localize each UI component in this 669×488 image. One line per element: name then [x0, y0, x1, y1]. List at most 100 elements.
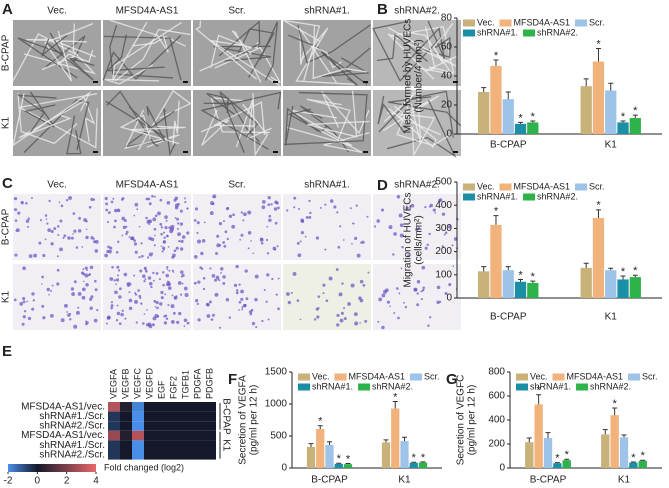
- stained-cell: [441, 245, 445, 248]
- stained-cell: [247, 210, 252, 215]
- stained-cell: [266, 252, 270, 255]
- row-label: K1: [1, 116, 12, 129]
- legend-swatch: [463, 183, 475, 191]
- stained-cell: [139, 269, 143, 273]
- stained-cell: [167, 286, 172, 290]
- stained-cell: [244, 269, 248, 273]
- stained-cell: [209, 267, 212, 270]
- significance-star: *: [631, 452, 636, 464]
- legend-swatch: [463, 19, 475, 27]
- y-tick-label: 0: [446, 293, 452, 304]
- scale-bar: [93, 81, 98, 83]
- stained-cell: [152, 217, 157, 222]
- stained-cell: [447, 225, 452, 229]
- stained-cell: [416, 279, 421, 284]
- stained-cell: [183, 286, 188, 291]
- stained-cell: [399, 223, 404, 227]
- stained-cell: [444, 231, 448, 235]
- stained-cell: [268, 214, 272, 218]
- stained-cell: [75, 246, 79, 249]
- error-bar: [595, 47, 601, 62]
- stained-cell: [359, 279, 364, 284]
- stained-cell: [92, 198, 96, 201]
- stained-cell: [96, 309, 99, 312]
- stained-cell: [170, 304, 175, 309]
- legend-label: MFSD4A-AS1: [514, 181, 571, 191]
- stained-cell: [286, 209, 289, 212]
- stained-cell: [66, 311, 68, 313]
- y-tick-label: 400: [488, 415, 505, 426]
- stained-cell: [254, 274, 259, 279]
- stained-cell: [197, 318, 201, 322]
- stained-cell: [211, 274, 216, 278]
- stained-cell: [381, 293, 386, 298]
- stained-cell: [355, 204, 358, 207]
- stained-cell: [322, 292, 325, 295]
- significance-star: *: [494, 50, 499, 62]
- tube-structure: [56, 50, 94, 66]
- stained-cell: [41, 283, 43, 285]
- row-label: MFSD4A-AS1/vec.: [21, 430, 105, 441]
- stained-cell: [224, 230, 228, 234]
- heatmap-cell: [132, 440, 144, 450]
- significance-star: *: [531, 111, 536, 123]
- significance-star: *: [633, 265, 638, 277]
- stained-cell: [165, 282, 170, 287]
- stained-cell: [267, 195, 271, 200]
- stained-cell: [84, 273, 89, 278]
- stained-cell: [94, 288, 98, 292]
- stained-cell: [94, 279, 97, 283]
- stained-cell: [404, 305, 408, 309]
- tube-structure: [259, 21, 279, 81]
- error-bar: [420, 461, 426, 463]
- error-bar: [621, 434, 627, 438]
- stained-cell: [146, 256, 150, 259]
- stained-cell: [196, 302, 199, 306]
- stained-cell: [226, 237, 229, 241]
- error-bar: [564, 458, 570, 461]
- stained-cell: [196, 231, 199, 235]
- row-label: B-CPAP: [1, 208, 12, 245]
- stained-cell: [393, 232, 397, 236]
- stained-cell: [116, 311, 121, 316]
- stained-cell: [81, 295, 86, 300]
- micrograph-background: [13, 264, 101, 330]
- stained-cell: [171, 294, 174, 297]
- stained-cell: [286, 292, 290, 296]
- legend-label: Scr.: [642, 371, 658, 381]
- micrograph: [373, 194, 461, 260]
- y-tick-label: 0: [446, 129, 452, 140]
- heatmap-cell: [108, 450, 120, 460]
- stained-cell: [155, 301, 159, 305]
- micrograph-background: [373, 194, 461, 260]
- colorbar-tick-label: -2: [4, 476, 13, 487]
- stained-cell: [444, 291, 448, 296]
- heatmap-cell: [192, 430, 204, 441]
- column-label: VEGFD: [144, 367, 154, 399]
- bar: [514, 281, 527, 298]
- panel-letter: G: [446, 371, 458, 388]
- stained-cell: [196, 221, 200, 225]
- significance-star: *: [494, 206, 499, 218]
- stained-cell: [181, 282, 184, 285]
- stained-cell: [216, 234, 220, 238]
- stained-cell: [297, 253, 302, 258]
- stained-cell: [183, 325, 186, 327]
- heatmap-cell: [144, 411, 156, 422]
- stained-cell: [417, 226, 421, 230]
- stained-cell: [342, 239, 345, 241]
- heatmap-cell: [120, 411, 132, 422]
- x-tick-label: K1: [605, 312, 618, 323]
- stained-cell: [277, 206, 280, 210]
- stained-cell: [352, 222, 354, 224]
- stained-cell: [51, 284, 54, 287]
- significance-star: *: [531, 271, 536, 283]
- stained-cell: [121, 216, 126, 221]
- stained-cell: [60, 204, 64, 208]
- stained-cell: [393, 311, 396, 314]
- bar: [610, 415, 619, 468]
- stained-cell: [50, 289, 53, 292]
- stained-cell: [434, 212, 437, 214]
- stained-cell: [249, 313, 253, 316]
- stained-cell: [25, 219, 30, 223]
